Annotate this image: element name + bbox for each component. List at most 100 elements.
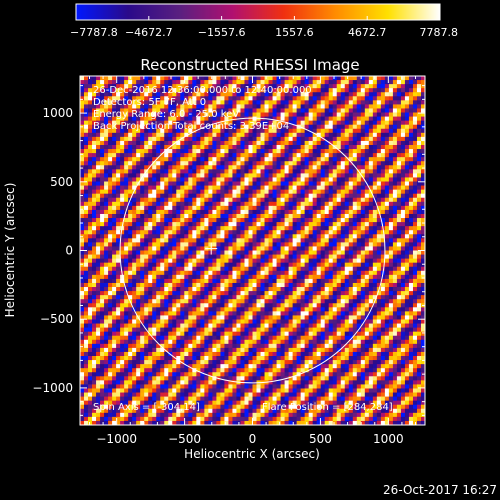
heatmap-cell — [220, 274, 225, 280]
heatmap-cell — [348, 181, 354, 186]
heatmap-cell — [408, 104, 414, 109]
heatmap-cell — [96, 80, 101, 85]
heatmap-cell — [308, 144, 314, 150]
heatmap-cell — [80, 246, 85, 251]
heatmap-cell — [92, 222, 97, 227]
heatmap-cell — [132, 165, 137, 170]
heatmap-cell — [164, 169, 169, 174]
heatmap-cell — [408, 282, 414, 288]
heatmap-cell — [304, 197, 310, 203]
heatmap-cell — [160, 157, 165, 162]
heatmap-cell — [116, 299, 121, 304]
heatmap-cell — [396, 234, 402, 239]
heatmap-cell — [156, 307, 161, 312]
heatmap-cell — [112, 100, 117, 105]
heatmap-cell — [124, 250, 129, 255]
heatmap-cell — [300, 230, 306, 235]
heatmap-cell — [108, 282, 113, 288]
heatmap-cell — [180, 303, 185, 308]
heatmap-cell — [360, 307, 366, 312]
heatmap-cell — [156, 226, 161, 231]
heatmap-cell — [216, 128, 221, 134]
heatmap-cell — [228, 177, 233, 182]
heatmap-cell — [164, 116, 169, 122]
heatmap-cell — [344, 120, 350, 126]
heatmap-cell — [264, 213, 269, 219]
heatmap-cell — [88, 149, 93, 154]
heatmap-cell — [384, 193, 390, 199]
heatmap-cell — [152, 80, 157, 85]
heatmap-cell — [268, 120, 273, 126]
heatmap-cell — [352, 282, 358, 288]
heatmap-cell — [180, 88, 185, 93]
heatmap-cell — [380, 108, 386, 113]
heatmap-cell — [224, 128, 229, 134]
heatmap-cell — [412, 153, 418, 158]
heatmap-cell — [112, 116, 117, 122]
heatmap-cell — [284, 88, 289, 93]
heatmap-cell — [216, 218, 221, 223]
heatmap-cell — [288, 88, 294, 93]
heatmap-cell — [372, 124, 378, 130]
heatmap-cell — [132, 108, 137, 113]
heatmap-cell — [160, 96, 165, 101]
heatmap-cell — [108, 234, 113, 239]
heatmap-cell — [272, 153, 277, 158]
heatmap-cell — [104, 177, 109, 182]
heatmap-cell — [384, 181, 390, 186]
heatmap-cell — [100, 218, 105, 223]
heatmap-cell — [168, 136, 173, 142]
heatmap-cell — [196, 181, 201, 186]
heatmap-cell — [220, 88, 225, 93]
heatmap-cell — [368, 270, 374, 276]
heatmap-cell — [320, 96, 326, 101]
heatmap-cell — [408, 197, 414, 203]
heatmap-cell — [176, 149, 181, 154]
heatmap-cell — [252, 246, 257, 251]
heatmap-cell — [352, 278, 358, 284]
heatmap-cell — [280, 104, 285, 109]
heatmap-cell — [204, 108, 209, 113]
heatmap-cell — [396, 205, 402, 211]
heatmap-cell — [392, 193, 398, 199]
heatmap-cell — [96, 250, 101, 255]
heatmap-cell — [372, 189, 378, 195]
heatmap-cell — [116, 120, 121, 126]
heatmap-cell — [208, 140, 213, 146]
heatmap-cell — [232, 295, 237, 300]
heatmap-cell — [264, 132, 269, 138]
heatmap-cell — [372, 242, 378, 247]
heatmap-cell — [192, 266, 197, 272]
heatmap-cell — [168, 153, 173, 158]
heatmap-cell — [420, 128, 425, 134]
heatmap-cell — [152, 218, 157, 223]
heatmap-cell — [416, 226, 422, 231]
heatmap-cell — [92, 173, 97, 178]
heatmap-cell — [196, 96, 201, 101]
heatmap-cell — [228, 246, 233, 251]
heatmap-cell — [360, 149, 366, 154]
heatmap-cell — [164, 209, 169, 215]
heatmap-cell — [360, 246, 366, 251]
heatmap-cell — [364, 222, 370, 227]
heatmap-cell — [400, 153, 406, 158]
heatmap-cell — [280, 287, 285, 292]
heatmap-cell — [284, 92, 289, 97]
heatmap-cell — [248, 266, 253, 272]
heatmap-cell — [320, 144, 326, 150]
heatmap-cell — [108, 108, 113, 113]
heatmap-cell — [164, 295, 169, 300]
heatmap-cell — [400, 197, 406, 203]
heatmap-cell — [236, 112, 241, 117]
heatmap-cell — [400, 100, 406, 105]
heatmap-cell — [160, 80, 165, 85]
heatmap-cell — [232, 165, 237, 170]
heatmap-cell — [188, 189, 193, 195]
heatmap-cell — [252, 169, 257, 174]
heatmap-cell — [364, 108, 370, 113]
heatmap-cell — [116, 201, 121, 207]
heatmap-cell — [244, 144, 249, 150]
heatmap-cell — [300, 92, 306, 97]
heatmap-cell — [208, 80, 213, 85]
heatmap-cell — [316, 153, 322, 158]
